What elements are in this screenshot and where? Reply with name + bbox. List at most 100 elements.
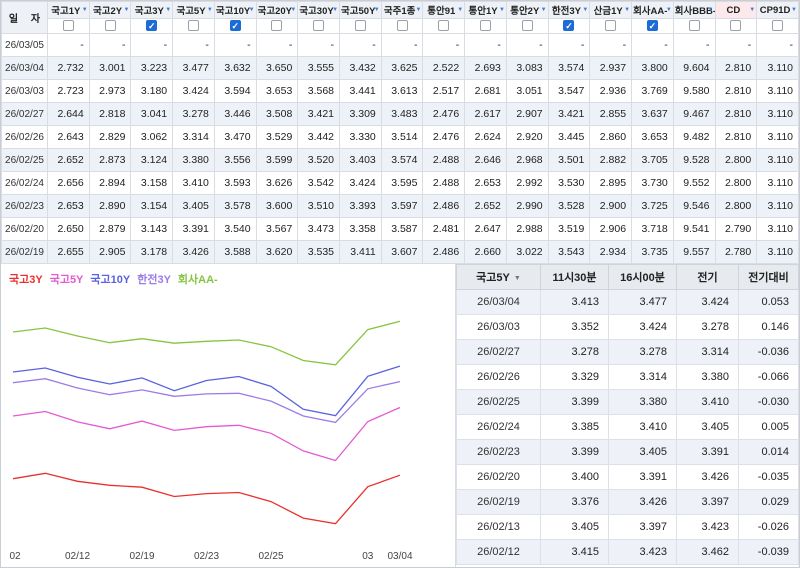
value-cell: 3.735 bbox=[631, 240, 674, 264]
detail-1600-cell: 3.424 bbox=[608, 314, 677, 340]
column-header[interactable]: 국고30Y ▼ bbox=[297, 1, 341, 19]
filter-dropdown-icon[interactable]: ▼ bbox=[665, 7, 672, 13]
filter-dropdown-icon[interactable]: ▼ bbox=[749, 7, 756, 13]
column-checkbox-cell bbox=[380, 18, 424, 34]
column-header[interactable]: 산금1Y ▼ bbox=[589, 1, 633, 19]
value-cell: 2.655 bbox=[47, 240, 90, 264]
filter-dropdown-icon[interactable]: ▼ bbox=[791, 7, 797, 13]
column-header[interactable]: 국주1종 ▼ bbox=[380, 1, 424, 19]
column-header[interactable]: CD ▼ bbox=[714, 1, 758, 19]
filter-dropdown-icon[interactable]: ▼ bbox=[165, 7, 172, 13]
value-cell: 3.650 bbox=[255, 56, 299, 80]
column-checkbox[interactable] bbox=[605, 20, 617, 32]
column-header[interactable]: 국고2Y ▼ bbox=[88, 1, 132, 19]
value-cell: 2.522 bbox=[422, 56, 466, 80]
value-cell: 2.800 bbox=[714, 194, 758, 218]
column-checkbox[interactable] bbox=[772, 20, 784, 32]
column-checkbox[interactable]: ✓ bbox=[646, 20, 658, 32]
legend-item[interactable]: 국고3Y bbox=[9, 274, 43, 286]
detail-date-cell: 26/02/25 bbox=[456, 389, 541, 415]
value-cell: 3.543 bbox=[547, 240, 591, 264]
filter-dropdown-icon[interactable]: ▼ bbox=[707, 7, 714, 13]
filter-dropdown-icon[interactable]: ▼ bbox=[498, 7, 505, 13]
legend-item[interactable]: 국고5Y bbox=[49, 274, 84, 286]
detail-1130-cell: 3.399 bbox=[540, 389, 609, 415]
column-header[interactable]: 국고20Y ▼ bbox=[255, 1, 299, 19]
column-header[interactable]: 회사BBB- ▼ bbox=[672, 1, 716, 19]
filter-dropdown-icon[interactable]: ▼ bbox=[457, 7, 464, 13]
date-column-header[interactable]: 일 자 bbox=[1, 1, 48, 34]
filter-dropdown-icon[interactable]: ▼ bbox=[540, 7, 547, 13]
filter-dropdown-icon[interactable]: ▼ bbox=[624, 7, 631, 13]
column-header[interactable]: 국고5Y ▼ bbox=[172, 1, 215, 19]
value-cell: 3.442 bbox=[297, 125, 341, 149]
filter-dropdown-icon[interactable]: ▼ bbox=[206, 7, 213, 13]
column-header[interactable]: 국고50Y ▼ bbox=[339, 1, 382, 19]
series-selector-dropdown[interactable]: 국고5Y ▼ bbox=[456, 264, 541, 290]
value-cell: 2.810 bbox=[714, 125, 758, 149]
column-header[interactable]: 통안2Y ▼ bbox=[505, 1, 549, 19]
value-cell: 3.514 bbox=[380, 125, 424, 149]
column-label: 산금1Y bbox=[593, 6, 623, 17]
value-cell: 2.652 bbox=[464, 194, 507, 218]
column-header[interactable]: 국고10Y ▼ bbox=[213, 1, 257, 19]
filter-dropdown-icon[interactable]: ▼ bbox=[123, 7, 130, 13]
value-cell: 3.477 bbox=[172, 56, 215, 80]
filter-dropdown-icon[interactable]: ▼ bbox=[290, 7, 297, 13]
column-checkbox-cell bbox=[47, 18, 90, 34]
legend-item[interactable]: 한전3Y bbox=[137, 274, 171, 286]
filter-dropdown-icon[interactable]: ▼ bbox=[582, 7, 589, 13]
value-cell: 2.860 bbox=[589, 125, 633, 149]
value-cell: 3.441 bbox=[339, 79, 382, 103]
filter-dropdown-icon[interactable]: ▼ bbox=[373, 7, 380, 13]
column-checkbox[interactable] bbox=[480, 20, 492, 32]
column-checkbox[interactable] bbox=[62, 20, 74, 32]
legend-item[interactable]: 국고10Y bbox=[90, 274, 131, 286]
value-cell: 2.656 bbox=[47, 171, 90, 195]
column-checkbox-cell bbox=[297, 18, 341, 34]
column-header[interactable]: 통안91 ▼ bbox=[422, 1, 466, 19]
column-checkbox[interactable] bbox=[521, 20, 533, 32]
column-checkbox[interactable] bbox=[730, 20, 742, 32]
value-cell: - bbox=[672, 33, 716, 57]
value-cell: 2.973 bbox=[88, 79, 132, 103]
column-checkbox[interactable]: ✓ bbox=[563, 20, 575, 32]
detail-row: 26/03/04 3.413 3.477 3.424 0.053 bbox=[456, 289, 799, 315]
column-checkbox[interactable] bbox=[313, 20, 325, 32]
value-cell: 3.110 bbox=[756, 171, 799, 195]
column-checkbox[interactable] bbox=[688, 20, 700, 32]
column-checkbox[interactable] bbox=[396, 20, 408, 32]
value-cell: 3.508 bbox=[255, 102, 299, 126]
detail-date-cell: 26/02/23 bbox=[456, 439, 541, 465]
column-header[interactable]: 국고3Y ▼ bbox=[130, 1, 174, 19]
column-checkbox[interactable] bbox=[354, 20, 366, 32]
column-header[interactable]: CP91D ▼ bbox=[756, 1, 799, 19]
filter-dropdown-icon[interactable]: ▼ bbox=[415, 7, 422, 13]
column-checkbox-cell bbox=[672, 18, 716, 34]
column-header[interactable]: 국고1Y ▼ bbox=[47, 1, 90, 19]
column-checkbox[interactable] bbox=[104, 20, 116, 32]
filter-dropdown-icon[interactable]: ▼ bbox=[81, 7, 88, 13]
value-cell: 9.528 bbox=[672, 148, 716, 172]
column-checkbox[interactable] bbox=[188, 20, 200, 32]
legend-item[interactable]: 회사AA- bbox=[177, 274, 218, 286]
column-header[interactable]: 한전3Y ▼ bbox=[547, 1, 591, 19]
value-cell: 2.486 bbox=[422, 194, 466, 218]
filter-dropdown-icon[interactable]: ▼ bbox=[248, 7, 255, 13]
filter-dropdown-icon[interactable]: ▼ bbox=[332, 7, 339, 13]
detail-change-cell: 0.014 bbox=[738, 439, 799, 465]
detail-prev-cell: 3.391 bbox=[676, 439, 739, 465]
column-header[interactable]: 통안1Y ▼ bbox=[464, 1, 507, 19]
value-cell: 2.907 bbox=[505, 102, 549, 126]
detail-1130-cell: 3.400 bbox=[540, 464, 609, 490]
column-header[interactable]: 회사AA- ▼ bbox=[631, 1, 674, 19]
value-cell: 3.528 bbox=[547, 194, 591, 218]
value-cell: 3.110 bbox=[756, 125, 799, 149]
value-cell: - bbox=[631, 33, 674, 57]
value-cell: 2.894 bbox=[88, 171, 132, 195]
value-cell: 3.330 bbox=[339, 125, 382, 149]
column-checkbox[interactable]: ✓ bbox=[146, 20, 158, 32]
column-checkbox[interactable] bbox=[438, 20, 450, 32]
column-checkbox[interactable] bbox=[271, 20, 283, 32]
column-checkbox[interactable]: ✓ bbox=[229, 20, 241, 32]
